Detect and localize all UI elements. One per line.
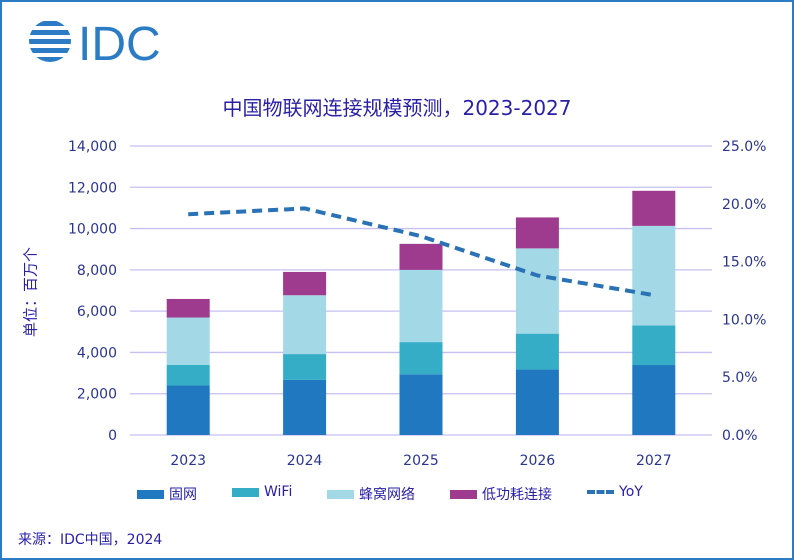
- y2-tick-label: 15.0%: [722, 255, 766, 271]
- legend-item: 低功耗连接: [450, 484, 552, 504]
- chart-title: 中国物联网连接规模预测，2023-2027: [222, 96, 572, 120]
- y2-tick-label: 10.0%: [722, 312, 766, 328]
- bar-segment-低功耗连接: [283, 271, 327, 296]
- legend-swatch: [450, 489, 477, 499]
- bar-segment-低功耗连接: [166, 298, 210, 318]
- source-note: 来源：IDC中国，2024: [18, 532, 163, 548]
- y-tick-label: 14,000: [68, 139, 117, 155]
- bar-segment-蜂窝网络: [166, 317, 210, 366]
- y-tick-label: 4,000: [77, 345, 117, 361]
- x-tick-label: 2025: [403, 453, 439, 469]
- legend-swatch: [587, 490, 614, 494]
- bar-segment-低功耗连接: [399, 243, 443, 270]
- legend-item: YoY: [587, 484, 643, 500]
- bar-segment-蜂窝网络: [515, 248, 559, 334]
- y-tick-label: 10,000: [68, 222, 117, 238]
- y-tick-label: 6,000: [77, 304, 117, 320]
- bar-segment-固网: [515, 369, 559, 435]
- legend-swatch: [232, 487, 259, 497]
- y2-tick-label: 25.0%: [722, 139, 766, 155]
- svg-text:IDC: IDC: [78, 18, 161, 64]
- bar-segment-蜂窝网络: [283, 295, 327, 355]
- legend-item: 蜂窝网络: [327, 484, 415, 504]
- legend: 固网 WiFi 蜂窝网络 低功耗连接 YoY: [2, 484, 792, 504]
- x-tick-label: 2023: [170, 453, 206, 469]
- y-tick-label: 8,000: [77, 263, 117, 279]
- chart-plot: 0 2,000 4,000 6,000 8,000 10,000 12,000 14,000 0…: [68, 139, 766, 469]
- legend-item: WiFi: [232, 484, 292, 500]
- idc-logo: IDC: [29, 18, 161, 64]
- y-tick-label: 2,000: [77, 387, 117, 403]
- bar-segment-低功耗连接: [632, 190, 676, 226]
- x-tick-label: 2027: [636, 453, 672, 469]
- legend-item: 固网: [137, 484, 197, 504]
- bar-segment-低功耗连接: [515, 217, 559, 249]
- bar-segment-WiFi: [399, 342, 443, 375]
- legend-swatch: [137, 489, 164, 499]
- y2-tick-label: 0.0%: [722, 428, 758, 444]
- y-tick-label: 0: [108, 428, 117, 444]
- bar-segment-固网: [399, 374, 443, 435]
- legend-label: 蜂窝网络: [359, 487, 415, 503]
- y-tick-label: 12,000: [68, 180, 117, 196]
- bar-segment-WiFi: [283, 354, 327, 380]
- bar-segment-固网: [283, 379, 327, 435]
- legend-label: 低功耗连接: [482, 487, 552, 503]
- legend-label: 固网: [169, 487, 197, 503]
- legend-swatch: [327, 489, 354, 499]
- x-tick-label: 2026: [520, 453, 556, 469]
- bar-segment-WiFi: [632, 325, 676, 366]
- bar-segment-固网: [166, 385, 210, 435]
- bar-segment-固网: [632, 365, 676, 435]
- y2-tick-label: 5.0%: [722, 370, 758, 386]
- bar-segment-WiFi: [166, 365, 210, 386]
- legend-label: YoY: [619, 484, 643, 500]
- y2-tick-label: 20.0%: [722, 197, 766, 213]
- legend-label: WiFi: [264, 484, 293, 500]
- bar-segment-蜂窝网络: [632, 225, 676, 326]
- x-tick-label: 2024: [287, 453, 323, 469]
- bar-segment-WiFi: [515, 333, 559, 370]
- bar-segment-蜂窝网络: [399, 269, 443, 343]
